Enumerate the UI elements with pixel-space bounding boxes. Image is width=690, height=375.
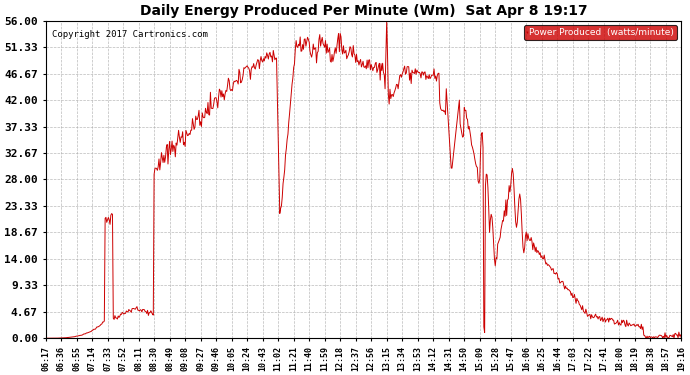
Text: Copyright 2017 Cartronics.com: Copyright 2017 Cartronics.com (52, 30, 208, 39)
Legend: Power Produced  (watts/minute): Power Produced (watts/minute) (524, 25, 677, 40)
Title: Daily Energy Produced Per Minute (Wm)  Sat Apr 8 19:17: Daily Energy Produced Per Minute (Wm) Sa… (139, 4, 587, 18)
